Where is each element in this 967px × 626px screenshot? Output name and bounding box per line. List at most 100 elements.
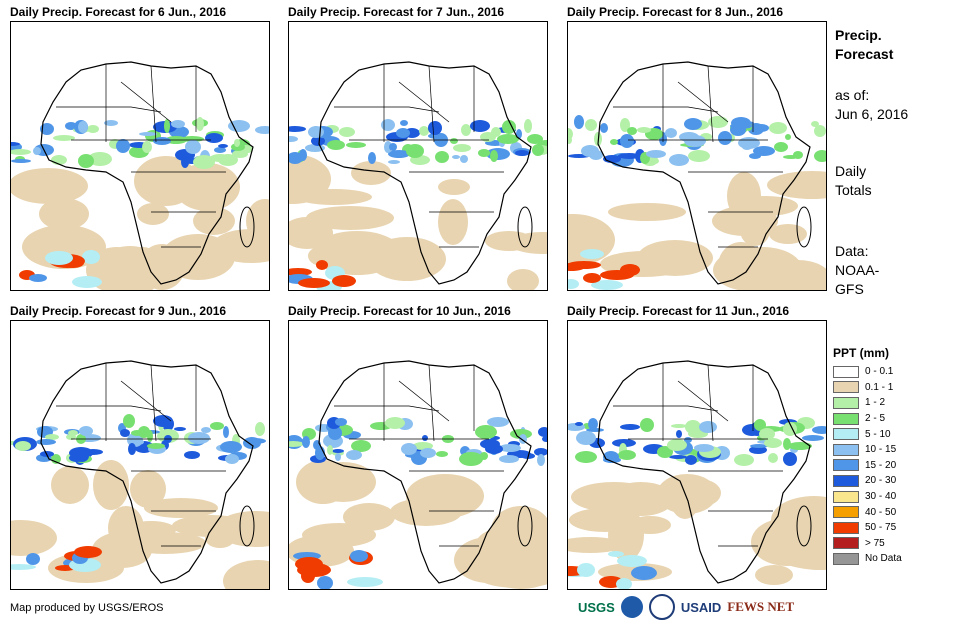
rain-band-cell	[123, 414, 135, 428]
country-border	[334, 405, 440, 412]
rain-band-cell	[480, 132, 496, 142]
rain-band-cell	[11, 149, 31, 155]
rain-band-cell	[537, 454, 545, 466]
legend-swatch	[833, 428, 859, 441]
rain-band-cell	[620, 134, 634, 148]
rain-band-cell	[534, 448, 547, 456]
rain-band-cell	[637, 127, 651, 133]
rain-band-cell	[171, 120, 185, 128]
rain-band-cell	[289, 152, 303, 164]
country-border	[120, 380, 172, 422]
rain-band-cell	[164, 119, 170, 133]
legend-swatch	[833, 396, 859, 409]
rain-band-cell	[128, 443, 136, 455]
rain-band-cell	[811, 121, 819, 127]
rain-band-cell	[742, 144, 752, 150]
rain-band-cell	[335, 418, 347, 426]
rain-band-cell	[220, 441, 242, 453]
storm-cell	[577, 563, 595, 577]
light-rain-area	[139, 244, 185, 290]
rain-band-cell	[351, 440, 371, 452]
light-rain-area	[764, 260, 826, 290]
light-rain-area	[343, 503, 395, 531]
country-border	[334, 106, 440, 113]
legend-item: 2 - 5	[833, 411, 902, 427]
rain-band-cell	[450, 138, 458, 144]
rain-band-cell	[730, 123, 752, 129]
rain-band-cell	[475, 425, 497, 439]
country-border	[150, 65, 157, 143]
rain-band-cell	[327, 445, 333, 455]
rain-band-cell	[153, 415, 173, 427]
legend-label: 1 - 2	[865, 397, 886, 409]
storm-cell	[616, 578, 632, 589]
data-line-2: NOAA-	[835, 262, 880, 278]
legend-label: 10 - 15	[865, 444, 897, 456]
africa-map	[11, 61, 269, 290]
light-rain-area	[193, 207, 235, 235]
rain-band-cell	[812, 426, 826, 434]
legend-swatch	[833, 537, 859, 550]
light-rain-area	[351, 161, 391, 185]
light-rain-area	[507, 269, 539, 290]
precip-map	[567, 320, 827, 590]
legend-item: 20 - 30	[833, 473, 902, 489]
rain-band-cell	[669, 455, 687, 459]
rain-band-cell	[646, 150, 666, 158]
storm-cell	[347, 577, 383, 587]
map-credit: Map produced by USGS/EROS	[10, 602, 164, 614]
rain-band-cell	[499, 444, 521, 452]
rain-band-cell	[120, 429, 130, 437]
rain-band-cell	[657, 446, 673, 458]
legend-label: No Data	[865, 553, 902, 565]
legend-label: 0 - 0.1	[865, 366, 894, 378]
light-rain-area	[126, 521, 176, 539]
rain-band-cell	[459, 452, 483, 466]
rain-band-cell	[676, 430, 682, 438]
madagascar-outline	[796, 206, 812, 248]
rain-band-cell	[335, 453, 341, 461]
light-rain-area	[296, 189, 372, 205]
rain-band-cell	[384, 420, 400, 426]
rain-band-cell	[783, 155, 799, 159]
panel-title: Daily Precip. Forecast for 8 Jun., 2016	[567, 5, 784, 19]
as-of-label: as of:	[835, 87, 870, 103]
light-rain-area	[509, 232, 547, 254]
storm-cell	[568, 279, 579, 289]
rain-band-cell	[289, 136, 298, 142]
light-rain-area	[608, 203, 686, 221]
forecast-panel-5: Daily Precip. Forecast for 10 Jun., 2016	[288, 303, 548, 590]
light-rain-area	[308, 245, 344, 267]
light-rain-area	[390, 498, 462, 526]
country-border	[677, 81, 729, 123]
rain-band-cell	[147, 443, 165, 449]
rain-band-cell	[515, 150, 529, 156]
africa-outline	[318, 360, 532, 584]
country-border	[707, 65, 714, 143]
legend-swatch	[833, 490, 859, 503]
rain-band-cell	[83, 449, 103, 455]
country-border	[428, 65, 435, 143]
legend-item: No Data	[833, 551, 902, 567]
precip-map	[10, 21, 270, 291]
rain-band-cell	[749, 446, 767, 454]
storm-cell	[29, 274, 47, 282]
rain-band-cell	[764, 438, 782, 448]
storm-cell	[45, 251, 73, 265]
rain-band-cell	[53, 135, 75, 141]
rain-band-cell	[88, 152, 112, 166]
rain-band-cell	[138, 426, 150, 438]
rain-band-cell	[234, 139, 240, 147]
africa-outline	[40, 360, 254, 584]
rain-band-cell	[669, 154, 689, 166]
storm-cell	[583, 273, 601, 283]
totals-line-1: Daily	[835, 163, 867, 179]
rain-band-cell	[420, 448, 436, 458]
rain-band-cell	[436, 451, 448, 457]
panel-title: Daily Precip. Forecast for 9 Jun., 2016	[10, 304, 227, 318]
rain-band-cell	[188, 432, 210, 444]
light-rain-area	[144, 498, 218, 518]
light-rain-area	[11, 168, 88, 204]
light-rain-area	[325, 464, 355, 498]
africa-map	[289, 61, 547, 290]
